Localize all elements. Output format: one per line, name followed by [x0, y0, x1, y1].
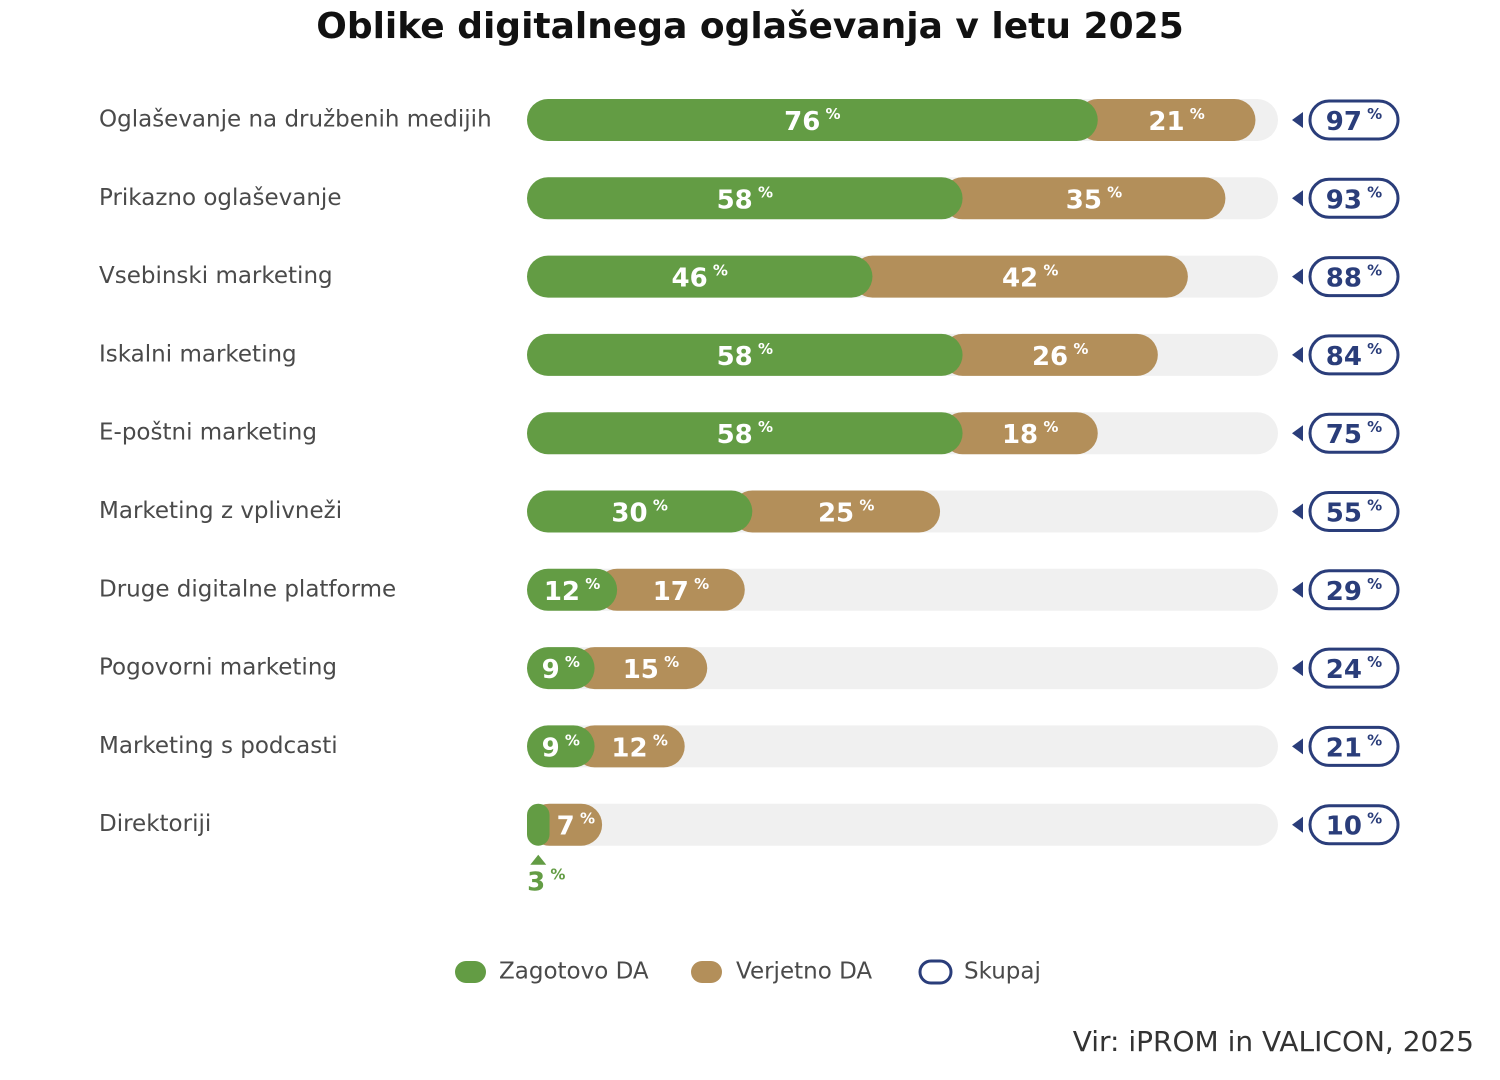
value-label: 76 % — [784, 105, 840, 137]
category-label: Marketing s podcasti — [99, 733, 338, 759]
total-label: 84 % — [1326, 339, 1382, 371]
bar-segment — [1076, 99, 1256, 141]
bar-segment — [731, 490, 941, 533]
bar-track — [527, 803, 1278, 846]
total-label: 75 % — [1326, 418, 1382, 450]
bar-segment — [527, 725, 595, 768]
value-label: 7 % — [557, 809, 595, 841]
bar-segment — [941, 333, 1158, 376]
bar-segment — [527, 412, 963, 455]
bar-segment — [573, 725, 685, 768]
chart-title: Oblike digitalnega oglaševanja v letu 20… — [316, 6, 1184, 47]
bar-segment — [851, 255, 1188, 298]
category-label: Druge digitalne platforme — [99, 576, 396, 602]
value-label: 21 % — [1148, 105, 1204, 137]
bar-segment — [941, 412, 1098, 455]
value-label: 58 % — [717, 183, 773, 215]
bar-track — [527, 647, 1278, 690]
bar-segment — [527, 177, 963, 220]
total-badge — [1308, 256, 1400, 298]
legend-swatch — [455, 961, 486, 983]
legend-swatch — [918, 959, 953, 985]
bar-segment — [527, 490, 753, 533]
total-label: 55 % — [1326, 496, 1382, 528]
bar-segment — [527, 99, 1098, 141]
total-label: 88 % — [1326, 261, 1382, 293]
pointer — [1292, 738, 1303, 755]
value-label: 58 % — [717, 418, 773, 450]
value-label: 58 % — [717, 339, 773, 371]
total-label: 97 % — [1326, 105, 1382, 137]
bar-segment — [527, 568, 618, 611]
total-badge — [1308, 804, 1400, 846]
total-label: 21 % — [1326, 731, 1382, 763]
category-label: Iskalni marketing — [99, 341, 297, 367]
value-label: 26 % — [1032, 339, 1088, 371]
pointer — [1292, 503, 1303, 520]
total-badge — [1308, 647, 1400, 689]
pointer — [1292, 268, 1303, 285]
category-label: Prikazno oglaševanje — [99, 185, 341, 211]
pointer — [1292, 660, 1303, 677]
pointer — [530, 854, 547, 865]
value-label: 30 % — [611, 496, 667, 528]
bar-segment — [527, 333, 963, 376]
bar-segment — [596, 568, 745, 611]
total-badge — [1308, 177, 1400, 219]
category-label: Marketing z vplivneži — [99, 498, 342, 524]
total-label: 93 % — [1326, 183, 1382, 215]
legend-label: Zagotovo DA — [499, 959, 649, 985]
legend-label: Verjetno DA — [736, 959, 872, 985]
category-label: Oglaševanje na družbenih medijih — [99, 107, 492, 133]
category-label: Pogovorni marketing — [99, 655, 337, 681]
value-label: 9 % — [542, 731, 580, 763]
bar-segment — [573, 647, 708, 690]
pointer — [1292, 816, 1303, 833]
pointer — [1292, 190, 1303, 207]
bar-segment — [527, 255, 873, 298]
bar-segment — [941, 177, 1226, 220]
category-label: E-poštni marketing — [99, 420, 317, 446]
value-label: 35 % — [1066, 183, 1122, 215]
value-label: 15 % — [623, 653, 679, 685]
pointer — [1292, 112, 1303, 128]
value-label: 9 % — [542, 653, 580, 685]
total-badge — [1308, 491, 1400, 532]
value-label: 3 % — [527, 865, 565, 897]
category-label: Vsebinski marketing — [99, 263, 333, 289]
value-label: 12 % — [611, 731, 667, 763]
bar-track — [527, 725, 1278, 768]
value-label: 46 % — [672, 261, 728, 293]
legend-label: Skupaj — [964, 959, 1041, 985]
total-badge — [1308, 99, 1400, 141]
total-label: 10 % — [1326, 809, 1382, 841]
total-label: 29 % — [1326, 574, 1382, 606]
total-badge — [1308, 334, 1400, 376]
pointer — [1292, 581, 1303, 598]
total-badge — [1308, 725, 1400, 767]
value-label: 12 % — [544, 574, 600, 606]
bar-segment — [527, 647, 595, 690]
total-badge — [1308, 412, 1400, 454]
value-label: 25 % — [818, 496, 874, 528]
pointer — [1292, 425, 1303, 442]
total-label: 24 % — [1326, 653, 1382, 685]
value-label: 17 % — [653, 574, 709, 606]
category-label: Direktoriji — [99, 811, 211, 837]
bar-segment — [527, 803, 550, 846]
legend-swatch — [691, 961, 722, 983]
pointer — [1292, 346, 1303, 363]
value-label: 42 % — [1002, 261, 1058, 293]
total-badge — [1308, 569, 1400, 611]
value-label: 18 % — [1002, 418, 1058, 450]
source: Vir: iPROM in VALICON, 2025 — [1073, 1025, 1474, 1058]
